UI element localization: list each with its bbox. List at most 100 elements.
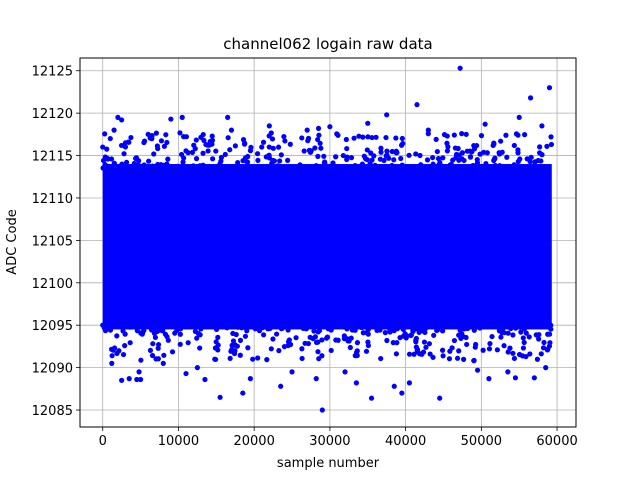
data-point <box>134 165 140 171</box>
data-point <box>194 335 200 341</box>
data-point <box>512 375 519 381</box>
data-point <box>398 142 405 148</box>
data-point <box>193 156 200 162</box>
data-point <box>266 123 272 129</box>
data-point <box>266 133 272 139</box>
data-point <box>114 333 120 339</box>
data-point <box>294 165 300 171</box>
data-point <box>353 380 359 386</box>
data-point <box>261 332 267 338</box>
data-point <box>315 324 322 330</box>
x-axis-ticks: 0 10000 20000 30000 40000 50000 60000 <box>99 427 578 449</box>
data-point <box>215 347 221 353</box>
data-point <box>344 154 350 160</box>
data-point <box>327 124 333 130</box>
data-point <box>351 135 357 141</box>
data-point <box>111 127 117 133</box>
data-point <box>192 328 198 335</box>
data-point <box>321 153 327 159</box>
data-point <box>523 353 529 360</box>
data-point <box>225 114 231 120</box>
data-point <box>270 336 276 342</box>
data-point <box>414 102 420 108</box>
data-point <box>149 352 156 359</box>
data-point <box>452 145 459 151</box>
data-point <box>431 332 437 338</box>
data-point <box>471 357 477 364</box>
data-point <box>278 383 284 389</box>
data-point <box>191 142 197 148</box>
data-point <box>505 369 511 375</box>
data-point <box>444 133 450 139</box>
data-point <box>127 324 133 330</box>
y-tick-label: 12085 <box>32 404 73 419</box>
data-point <box>244 322 250 329</box>
data-point <box>536 323 542 329</box>
data-point <box>266 144 272 150</box>
data-point <box>155 356 161 362</box>
data-point <box>107 322 113 328</box>
data-point <box>180 159 186 165</box>
data-point <box>275 144 282 150</box>
data-point <box>531 162 538 168</box>
data-point <box>147 347 154 354</box>
data-point <box>527 351 533 357</box>
data-point <box>421 339 428 345</box>
data-point <box>393 150 399 156</box>
data-point <box>277 164 283 170</box>
data-point <box>111 165 118 171</box>
data-point <box>164 139 170 146</box>
data-point <box>119 377 125 383</box>
data-point <box>213 326 220 333</box>
data-point <box>183 148 189 154</box>
data-point <box>411 351 417 357</box>
data-point <box>299 135 305 141</box>
data-point <box>382 330 388 336</box>
data-point <box>299 355 305 362</box>
data-point <box>516 351 523 358</box>
data-point <box>413 151 419 157</box>
data-point <box>491 140 497 146</box>
data-point <box>335 132 341 138</box>
data-point <box>254 151 261 157</box>
data-point <box>274 322 280 328</box>
data-point <box>408 332 414 338</box>
data-point <box>311 328 317 334</box>
data-point <box>181 134 187 140</box>
data-point <box>423 344 429 350</box>
data-point <box>138 357 144 363</box>
data-point <box>277 158 283 164</box>
data-point <box>536 336 542 342</box>
data-point <box>250 356 256 362</box>
data-point <box>359 161 366 167</box>
data-point <box>505 163 511 170</box>
data-point <box>255 157 261 163</box>
data-point <box>430 154 436 161</box>
plot-area-frame <box>79 57 577 428</box>
data-point <box>107 327 114 333</box>
data-point <box>470 162 476 169</box>
y-tick-label: 12090 <box>32 362 73 377</box>
data-point <box>300 165 306 171</box>
data-point <box>518 165 524 171</box>
data-point <box>403 165 409 171</box>
data-point <box>365 134 371 140</box>
data-point <box>141 328 147 334</box>
data-point <box>237 337 244 343</box>
data-point <box>269 136 276 142</box>
dense-band <box>102 164 552 330</box>
data-point <box>548 141 555 148</box>
data-point <box>486 376 492 382</box>
data-point <box>359 324 365 331</box>
data-point <box>458 335 464 342</box>
data-point <box>127 340 133 346</box>
data-point <box>189 149 196 155</box>
data-point <box>232 348 238 354</box>
data-point <box>368 150 374 156</box>
data-point <box>134 376 140 383</box>
data-point <box>427 351 433 357</box>
data-point <box>232 342 239 349</box>
data-point <box>120 328 126 334</box>
data-point <box>315 339 321 345</box>
data-point <box>168 116 174 122</box>
